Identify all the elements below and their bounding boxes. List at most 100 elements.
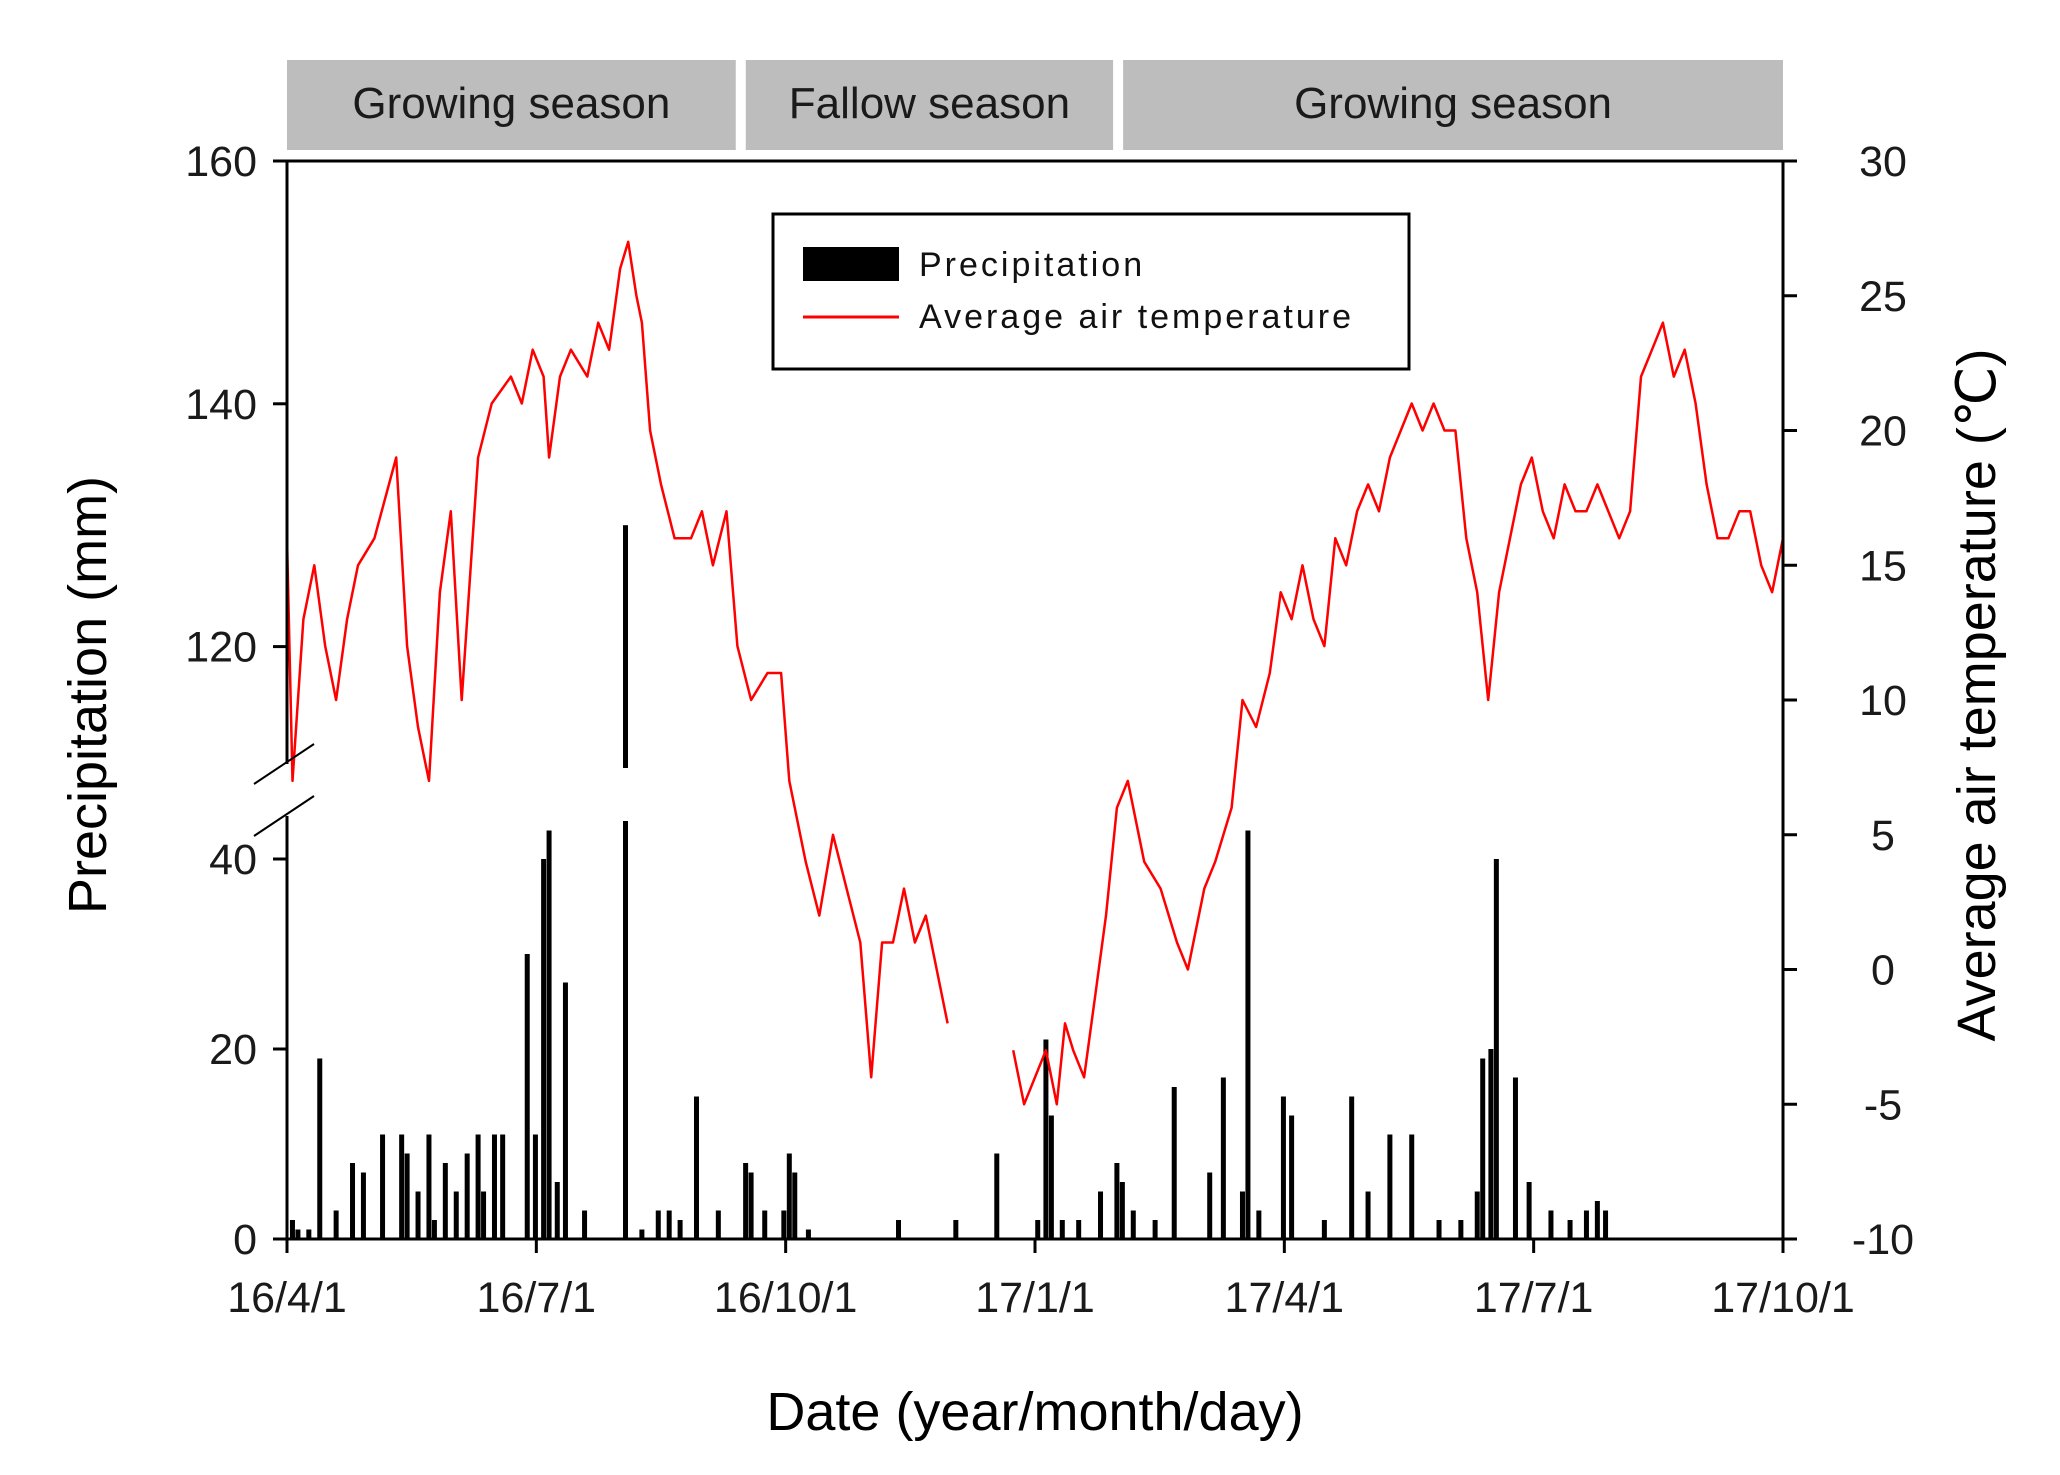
- precip-bar: [317, 1058, 323, 1239]
- axis-break-mark: [253, 743, 315, 785]
- y-right-tick-label: 25: [1859, 273, 1907, 321]
- precip-bar: [655, 1210, 661, 1239]
- precip-bar: [1130, 1210, 1136, 1239]
- season-label: Growing season: [1294, 79, 1612, 128]
- precip-bar: [491, 1134, 497, 1239]
- precip-bar: [464, 1153, 470, 1239]
- precip-bar: [1594, 1201, 1600, 1239]
- precip-bar: [1289, 1115, 1295, 1239]
- y-right-tick-label: -10: [1852, 1216, 1914, 1264]
- y-right-tick-label: 10: [1859, 677, 1907, 725]
- y-right-tick-label: -5: [1864, 1081, 1902, 1129]
- precip-bar: [289, 1220, 295, 1239]
- x-tick-label: 17/10/1: [1711, 1274, 1854, 1322]
- precip-bar: [1567, 1220, 1573, 1239]
- precip-bar: [1048, 1115, 1054, 1239]
- precip-bar: [426, 1134, 432, 1239]
- precip-bar: [1493, 859, 1499, 1239]
- precip-bar: [743, 1163, 749, 1239]
- precip-bar: [1280, 1096, 1286, 1239]
- precip-bar: [1409, 1134, 1415, 1239]
- precip-bar: [715, 1210, 721, 1239]
- y-right-axis-title: Average air temperature (℃): [1947, 349, 2007, 1042]
- season-box: [287, 60, 736, 150]
- precip-bar: [350, 1163, 356, 1239]
- x-axis-title: Date (year/month/day): [766, 1382, 1303, 1442]
- precip-bar: [1387, 1134, 1393, 1239]
- precip-bar: [1526, 1182, 1532, 1239]
- precip-bar: [677, 1220, 683, 1239]
- precip-bar: [1035, 1220, 1041, 1239]
- x-tick-label: 16/4/1: [227, 1274, 347, 1322]
- precip-bar: [693, 1096, 699, 1239]
- precip-bar: [1365, 1191, 1371, 1239]
- precip-bar: [1436, 1220, 1442, 1239]
- precip-bar: [1321, 1220, 1327, 1239]
- legend-temperature-label: Average air temperature: [919, 298, 1354, 336]
- precip-bar: [1076, 1220, 1082, 1239]
- precip-bar: [1171, 1087, 1177, 1239]
- precip-bar: [500, 1134, 506, 1239]
- y-left-tick-label: 160: [185, 138, 257, 186]
- precipitation-bars: [289, 525, 1609, 1239]
- y-right-tick-label: 5: [1871, 812, 1895, 860]
- legend: Precipitation Average air temperature: [771, 212, 1411, 371]
- precip-bar: [1603, 1210, 1609, 1239]
- precip-bar: [781, 1210, 787, 1239]
- temperature-line-group: [285, 240, 1785, 1106]
- precip-bar: [546, 830, 552, 1239]
- precip-bar: [541, 859, 547, 1239]
- precip-bar: [1114, 1163, 1120, 1239]
- precip-bar: [295, 1229, 301, 1239]
- temperature-line-segment: [1011, 321, 1785, 1106]
- precip-bar: [1152, 1220, 1158, 1239]
- season-band: Growing season Fallow season Growing seaso…: [287, 60, 1783, 150]
- x-tick-label: 17/4/1: [1225, 1274, 1345, 1322]
- precip-bar: [453, 1191, 459, 1239]
- precip-bar: [762, 1210, 768, 1239]
- legend-box: [771, 212, 1411, 371]
- y-left-tick-label: 40: [209, 836, 257, 884]
- y-left-tick-label: 120: [185, 624, 257, 672]
- precip-bar: [582, 1210, 588, 1239]
- season-label: Fallow season: [789, 79, 1070, 128]
- precip-bar: [666, 1210, 672, 1239]
- precip-bar: [1488, 1049, 1494, 1239]
- axis-break-mark: [253, 795, 315, 837]
- precip-bar: [1583, 1210, 1589, 1239]
- precip-bar: [639, 1229, 645, 1239]
- precip-bar: [1245, 830, 1251, 1239]
- axes: 0 20 40 120 140 160 -10 -5 0 5 10 15 20 25 30 16/4/1 16/…: [185, 138, 1914, 1322]
- precip-bar: [1512, 1077, 1518, 1239]
- precip-bar: [1207, 1172, 1213, 1239]
- precip-bar-upper: [623, 525, 629, 768]
- precip-bar: [1043, 1039, 1049, 1239]
- precip-bar: [748, 1172, 754, 1239]
- precip-bar: [1458, 1220, 1464, 1239]
- precip-bar: [805, 1229, 811, 1239]
- season-box: [1123, 60, 1783, 150]
- y-right-tick-label: 15: [1859, 542, 1907, 590]
- x-tick-label: 17/7/1: [1474, 1274, 1594, 1322]
- y-left-axis-title: Precipitation (mm): [58, 476, 118, 914]
- precip-bar: [442, 1163, 448, 1239]
- precip-bar: [792, 1172, 798, 1239]
- precip-bar: [1098, 1191, 1104, 1239]
- x-tick-label: 16/10/1: [714, 1274, 857, 1322]
- precip-bar: [786, 1153, 792, 1239]
- precip-bar: [994, 1153, 1000, 1239]
- precip-bar: [1059, 1220, 1065, 1239]
- precip-bar: [532, 1134, 538, 1239]
- precip-bar: [399, 1134, 405, 1239]
- y-right-tick-label: 20: [1859, 408, 1907, 456]
- precip-bar-lower: [623, 821, 629, 1239]
- y-right-tick-label: 0: [1871, 947, 1895, 995]
- precip-bar: [360, 1172, 366, 1239]
- temperature-line-segment: [285, 240, 949, 1079]
- precip-bar: [404, 1153, 410, 1239]
- y-left-tick-label: 0: [233, 1216, 257, 1264]
- precip-bar: [1474, 1191, 1480, 1239]
- precip-bar: [896, 1220, 902, 1239]
- precip-bar: [953, 1220, 959, 1239]
- precip-bar: [554, 1182, 560, 1239]
